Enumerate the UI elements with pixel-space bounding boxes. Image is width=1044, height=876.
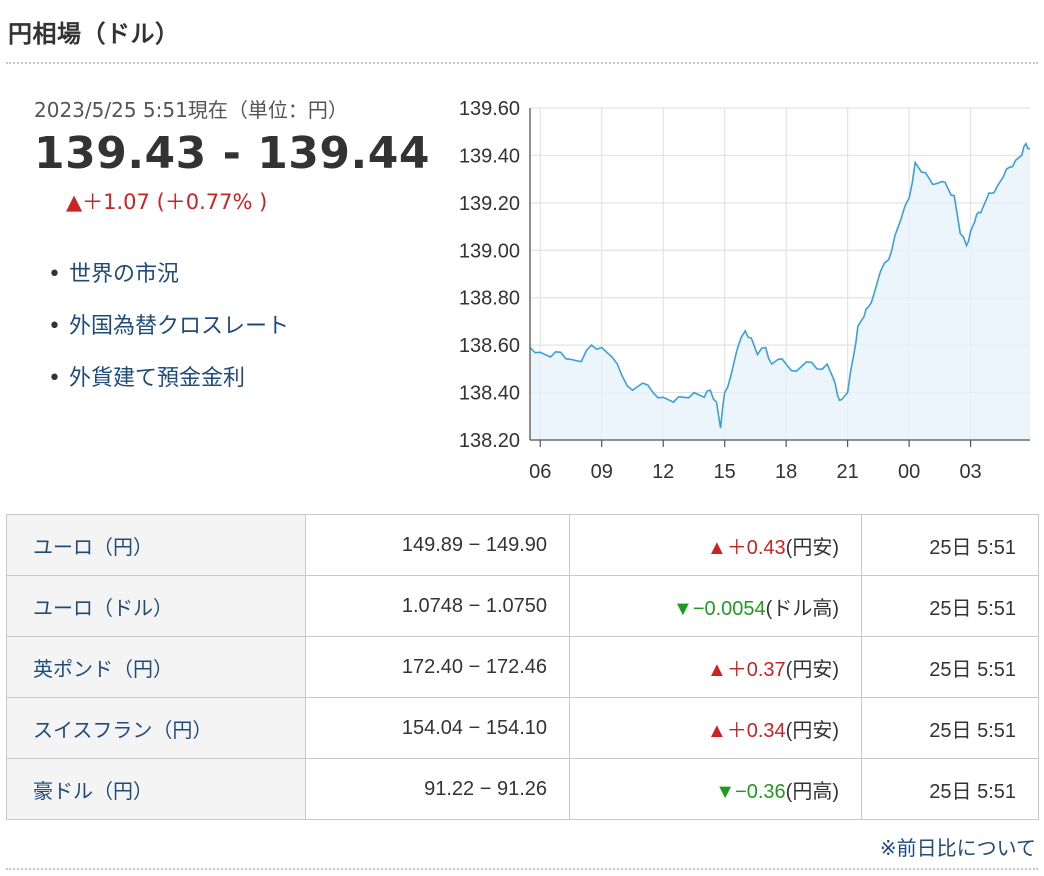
up-triangle-icon: ▲ <box>706 536 727 559</box>
rate-cell: 91.22 − 91.26 <box>305 758 570 820</box>
currency-link[interactable]: ユーロ（ドル） <box>33 597 173 620</box>
rate-cell: 172.40 − 172.46 <box>305 636 570 698</box>
x-tick-label: 06 <box>529 461 551 483</box>
bullet-icon: • <box>48 366 61 391</box>
table-row: 豪ドル（円） 91.22 − 91.26 ▼−0.36(円高) 25日 5:51 <box>6 758 1039 820</box>
y-tick-label: 139.40 <box>459 145 520 167</box>
x-tick-label: 21 <box>836 461 858 483</box>
related-links: • 世界の市況 • 外国為替クロスレート • 外貨建て預金金利 <box>48 258 289 414</box>
change-note: (円高) <box>785 780 839 803</box>
as-of-timestamp: 2023/5/25 5:51現在（単位：円） <box>34 98 348 122</box>
chart-axes: 139.60 139.40 139.20 139.00 138.80 138.60 138.… <box>459 98 1030 483</box>
rate-cell: 1.0748 − 1.0750 <box>305 575 570 637</box>
x-tick-label: 03 <box>959 461 981 483</box>
change-cell: ▲＋0.34(円安) <box>569 697 862 759</box>
link-item: • 世界の市況 <box>48 258 289 310</box>
down-triangle-icon: ▼ <box>673 597 693 620</box>
x-tick-label: 09 <box>591 461 613 483</box>
currency-link[interactable]: ユーロ（円） <box>33 536 153 559</box>
currency-name-cell: ユーロ（円） <box>6 514 306 576</box>
currency-link[interactable]: 英ポンド（円） <box>33 658 173 681</box>
table-row: ユーロ（円） 149.89 − 149.90 ▲＋0.43(円安) 25日 5:51 <box>6 514 1039 576</box>
world-markets-link[interactable]: 世界の市況 <box>68 262 179 287</box>
time-cell: 25日 5:51 <box>861 575 1039 637</box>
currency-name-cell: スイスフラン（円） <box>6 697 306 759</box>
change-cell: ▼−0.36(円高) <box>569 758 862 820</box>
change-value: −0.36 <box>735 780 786 803</box>
down-triangle-icon: ▼ <box>715 780 736 803</box>
x-tick-label: 12 <box>652 461 674 483</box>
y-tick-label: 138.60 <box>459 335 520 357</box>
y-tick-label: 139.00 <box>459 240 520 262</box>
bullet-icon: • <box>48 262 61 287</box>
currency-link[interactable]: スイスフラン（円） <box>33 719 213 742</box>
change-value: ＋0.34 <box>726 719 786 742</box>
change-note: (円安) <box>785 719 839 742</box>
change-value: −0.0054 <box>692 597 766 620</box>
change-value: ＋0.43 <box>726 536 786 559</box>
change-note: (円安) <box>785 536 839 559</box>
time-cell: 25日 5:51 <box>861 697 1039 759</box>
change-note: (ドル高) <box>765 597 839 620</box>
x-tick-label: 15 <box>714 461 736 483</box>
y-tick-label: 138.40 <box>459 383 520 405</box>
change-value: ＋0.37 <box>726 658 786 681</box>
x-tick-label: 00 <box>898 461 920 483</box>
cross-rate-table: ユーロ（円） 149.89 − 149.90 ▲＋0.43(円安) 25日 5:51 ユ… <box>6 514 1039 820</box>
y-tick-label: 139.60 <box>459 98 520 120</box>
change-cell: ▲＋0.37(円安) <box>569 636 862 698</box>
price-area-fill <box>530 143 1030 440</box>
y-tick-label: 138.20 <box>459 430 520 452</box>
previous-day-note-link[interactable]: ※前日比について <box>879 836 1036 860</box>
currency-name-cell: ユーロ（ドル） <box>6 575 306 637</box>
intraday-chart: 139.60 139.40 139.20 139.00 138.80 138.60 138.… <box>459 98 1031 483</box>
currency-name-cell: 英ポンド（円） <box>6 636 306 698</box>
deposit-rates-link[interactable]: 外貨建て預金金利 <box>68 366 245 391</box>
time-cell: 25日 5:51 <box>861 514 1039 576</box>
time-cell: 25日 5:51 <box>861 636 1039 698</box>
usd-jpy-price: 139.43 - 139.44 <box>34 128 430 179</box>
usd-jpy-change: ▲＋1.07 (＋0.77% ) <box>66 190 268 214</box>
table-row: ユーロ（ドル） 1.0748 − 1.0750 ▼−0.0054(ドル高) 25日 5… <box>6 575 1039 637</box>
time-cell: 25日 5:51 <box>861 758 1039 820</box>
change-cell: ▲＋0.43(円安) <box>569 514 862 576</box>
change-note: (円安) <box>785 658 839 681</box>
up-triangle-icon: ▲ <box>706 719 727 742</box>
rate-cell: 149.89 − 149.90 <box>305 514 570 576</box>
up-triangle-icon: ▲ <box>706 658 727 681</box>
cross-rates-link[interactable]: 外国為替クロスレート <box>68 314 289 339</box>
rate-cell: 154.04 − 154.10 <box>305 697 570 759</box>
link-item: • 外国為替クロスレート <box>48 310 289 362</box>
price-line <box>529 141 1031 429</box>
y-tick-label: 138.80 <box>459 288 520 310</box>
title-divider <box>6 62 1038 64</box>
currency-name-cell: 豪ドル（円） <box>6 758 306 820</box>
table-row: スイスフラン（円） 154.04 − 154.10 ▲＋0.34(円安) 25日 5:… <box>6 697 1039 759</box>
bullet-icon: • <box>48 314 61 339</box>
currency-link[interactable]: 豪ドル（円） <box>33 780 153 803</box>
bottom-divider <box>6 868 1038 870</box>
x-tick-label: 18 <box>775 461 797 483</box>
page-title: 円相場（ドル） <box>8 20 180 48</box>
table-row: 英ポンド（円） 172.40 − 172.46 ▲＋0.37(円安) 25日 5:51 <box>6 636 1039 698</box>
link-item: • 外貨建て預金金利 <box>48 362 289 414</box>
y-tick-label: 139.20 <box>459 193 520 215</box>
change-cell: ▼−0.0054(ドル高) <box>569 575 862 637</box>
